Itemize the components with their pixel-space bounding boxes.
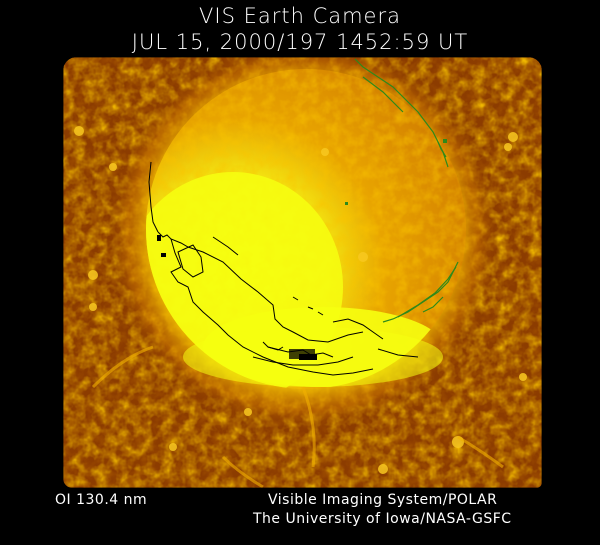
earth-image-canvas — [63, 57, 542, 488]
coastline-overlay — [148, 161, 419, 376]
image-title: VIS Earth Camera — [199, 4, 401, 28]
wavelength-label: OI 130.4 nm — [55, 492, 148, 508]
instrument-label: Visible Imaging System/POLAR — [268, 492, 498, 508]
institution-label: The University of Iowa/NASA-GSFC — [253, 511, 512, 527]
image-timestamp: JUL 15, 2000/197 1452:59 UT — [131, 30, 469, 54]
earth-image — [63, 57, 542, 488]
